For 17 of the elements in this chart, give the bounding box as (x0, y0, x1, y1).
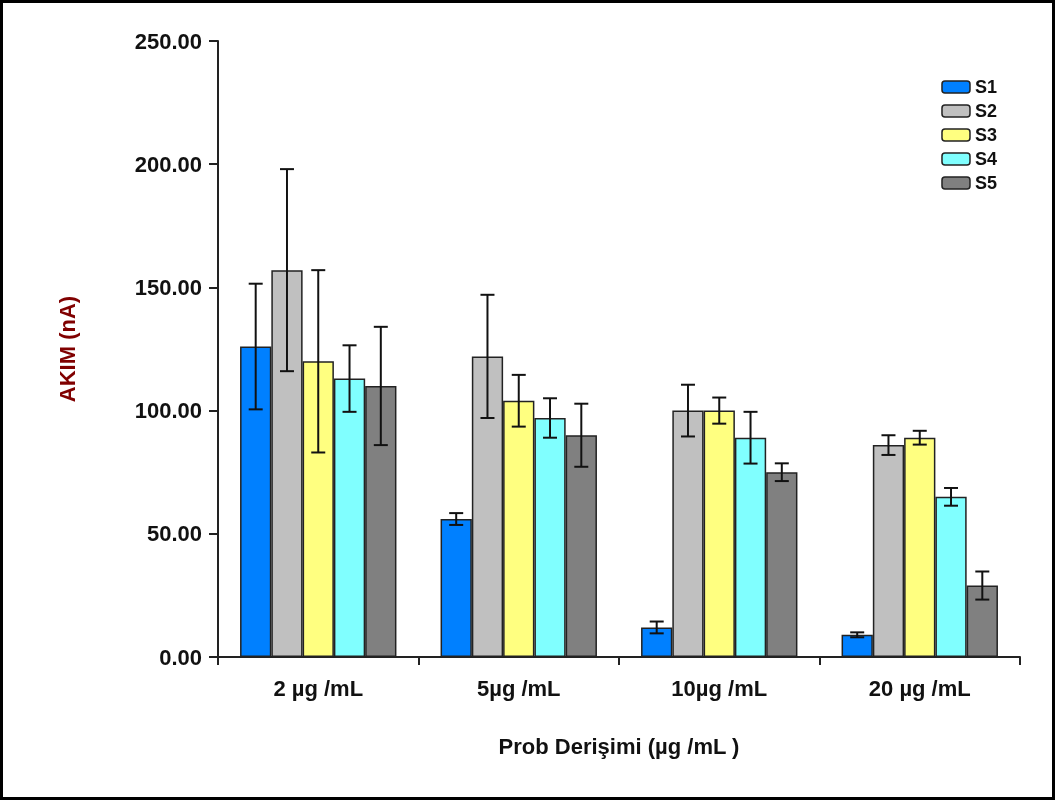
x-tick-label: 2 µg /mL (273, 675, 364, 701)
y-tick-label: 0.00 (159, 644, 202, 670)
legend-label: S3 (974, 125, 998, 145)
y-tick-label: 100.00 (134, 398, 202, 424)
x-axis-title: Prob Derişimi (µg /mL ) (498, 733, 740, 759)
y-tick-label: 200.00 (134, 151, 202, 177)
y-tick-label: 150.00 (134, 274, 202, 300)
legend-label: S5 (974, 173, 998, 193)
x-tick-label: 5µg /mL (476, 675, 561, 701)
y-tick-label: 50.00 (146, 521, 202, 547)
y-tick-label: 250.00 (134, 28, 202, 54)
legend-label: S2 (974, 101, 998, 121)
x-tick-label: 20 µg /mL (868, 675, 971, 701)
x-tick-label: 10µg /mL (671, 675, 768, 701)
y-axis-title: AKIM (nA) (54, 295, 80, 403)
legend-label: S1 (974, 77, 998, 97)
legend-label: S4 (974, 149, 998, 169)
